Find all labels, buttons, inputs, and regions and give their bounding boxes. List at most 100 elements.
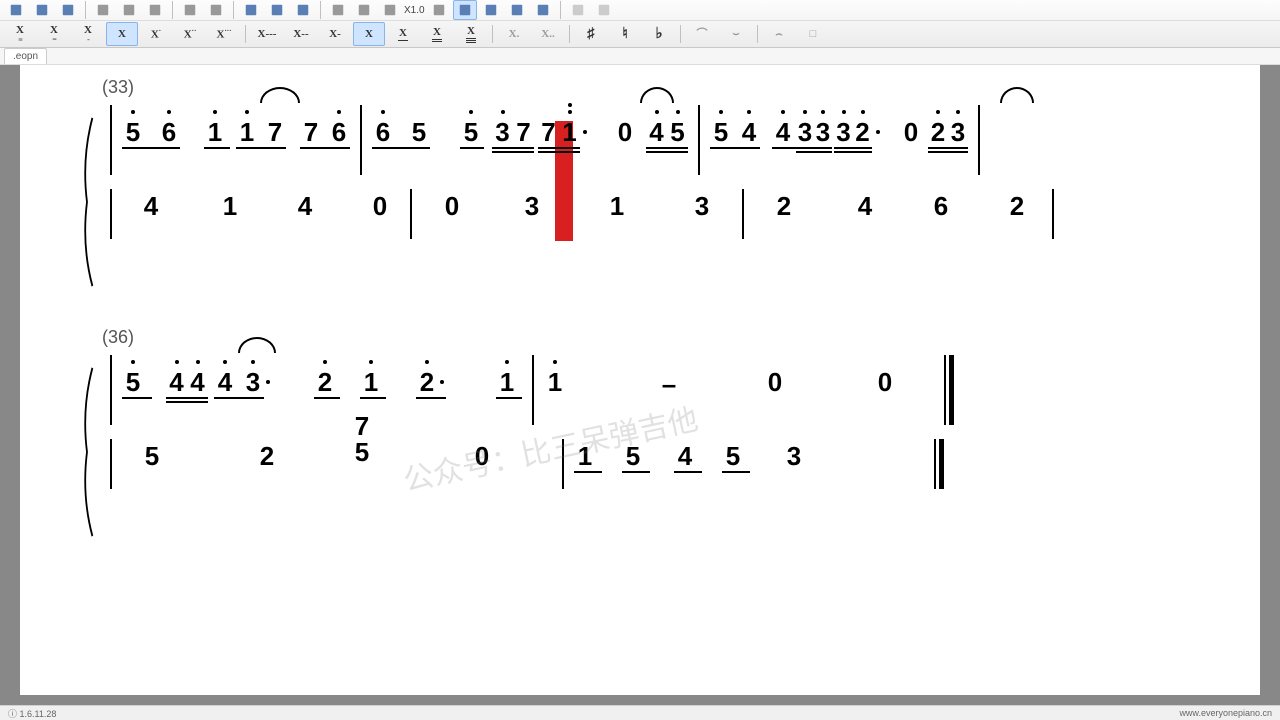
sixteenth-rest[interactable]: X: [387, 22, 419, 46]
note[interactable]: 0: [900, 105, 922, 145]
note[interactable]: 0: [422, 189, 482, 219]
repeat-sign[interactable]: □: [797, 22, 829, 46]
note[interactable]: 1: [544, 355, 566, 395]
sixtyfourth-note[interactable]: X···: [208, 22, 240, 46]
note[interactable]: 4: [166, 355, 187, 395]
quarter-note[interactable]: X-: [72, 22, 104, 46]
fermata[interactable]: ⌢: [763, 22, 795, 46]
note[interactable]: 3: [814, 105, 832, 145]
tie-tool[interactable]: ⌒: [686, 22, 718, 46]
record-icon[interactable]: [378, 0, 402, 20]
note[interactable]: 1: [210, 189, 250, 219]
dotted-1[interactable]: X.: [498, 22, 530, 46]
note[interactable]: 3: [796, 105, 814, 145]
note[interactable]: 2: [992, 189, 1042, 219]
undo-icon[interactable]: [178, 0, 202, 20]
note[interactable]: 1: [559, 105, 580, 145]
note[interactable]: 0: [614, 105, 636, 145]
note[interactable]: 3: [672, 189, 732, 219]
flat[interactable]: ♭: [643, 22, 675, 46]
thirtysecond-note[interactable]: X··: [174, 22, 206, 46]
note[interactable]: 6: [328, 105, 350, 145]
note[interactable]: 4: [738, 105, 760, 145]
sixteenth-note[interactable]: X·: [140, 22, 172, 46]
zoom-out-icon[interactable]: [265, 0, 289, 20]
open-icon[interactable]: [30, 0, 54, 20]
note[interactable]: 5: [710, 105, 732, 145]
fit-icon[interactable]: [291, 0, 315, 20]
redo-icon[interactable]: [204, 0, 228, 20]
paste-icon[interactable]: [143, 0, 167, 20]
note[interactable]: 6: [372, 105, 394, 145]
note[interactable]: 3: [834, 105, 853, 145]
half-rest[interactable]: X--: [285, 22, 317, 46]
note[interactable]: 0: [874, 355, 896, 395]
save-icon[interactable]: [56, 0, 80, 20]
note[interactable]: 5: [622, 439, 644, 469]
keyboard-icon[interactable]: [453, 0, 477, 20]
note[interactable]: 0: [360, 189, 400, 219]
zoom-in-icon[interactable]: [239, 0, 263, 20]
quarter-rest[interactable]: X-: [319, 22, 351, 46]
metronome-icon[interactable]: [531, 0, 555, 20]
copy-icon[interactable]: [91, 0, 115, 20]
score-page[interactable]: (33)561177665537710455443332023414003132…: [20, 65, 1260, 695]
stop-icon[interactable]: [352, 0, 376, 20]
eighth-rest[interactable]: X: [353, 22, 385, 46]
note[interactable]: 7: [538, 105, 559, 145]
new-icon[interactable]: [4, 0, 28, 20]
whole-rest[interactable]: X---: [251, 22, 283, 46]
eighth-note[interactable]: X: [106, 22, 138, 46]
slider-icon[interactable]: [427, 0, 451, 20]
note[interactable]: 2: [754, 189, 814, 219]
play-icon[interactable]: [326, 0, 350, 20]
sharp[interactable]: ♯: [575, 22, 607, 46]
note[interactable]: 1: [574, 439, 596, 469]
note[interactable]: 6: [158, 105, 180, 145]
note[interactable]: 2: [928, 105, 948, 145]
half-note[interactable]: X=: [38, 22, 70, 46]
note[interactable]: 3: [774, 439, 814, 469]
note[interactable]: 4: [840, 189, 890, 219]
note[interactable]: 5: [722, 439, 744, 469]
note[interactable]: 4: [646, 105, 667, 145]
note[interactable]: 5: [122, 355, 144, 395]
chord-note[interactable]: 75: [342, 413, 382, 465]
note[interactable]: 3: [948, 105, 968, 145]
note[interactable]: 5: [667, 105, 688, 145]
prev-icon[interactable]: [566, 0, 590, 20]
note[interactable]: 5: [122, 105, 144, 145]
file-tab[interactable]: .eopn: [4, 48, 47, 64]
note[interactable]: 3: [492, 105, 513, 145]
note[interactable]: 5: [122, 439, 182, 469]
note[interactable]: 6: [916, 189, 966, 219]
note[interactable]: 1: [204, 105, 226, 145]
dotted-2[interactable]: X..: [532, 22, 564, 46]
note[interactable]: 1: [236, 105, 258, 145]
note[interactable]: 4: [772, 105, 794, 145]
note[interactable]: 5: [460, 105, 482, 145]
whole-note[interactable]: X≡: [4, 22, 36, 46]
note[interactable]: 7: [513, 105, 534, 145]
note[interactable]: 7: [300, 105, 322, 145]
note[interactable]: 4: [187, 355, 208, 395]
note[interactable]: 0: [452, 439, 512, 469]
note[interactable]: 1: [496, 355, 518, 395]
note[interactable]: 3: [512, 189, 552, 219]
slur-tool[interactable]: ⌣: [720, 22, 752, 46]
note[interactable]: 1: [592, 189, 642, 219]
view2-icon[interactable]: [505, 0, 529, 20]
note[interactable]: 5: [408, 105, 430, 145]
note[interactable]: 0: [764, 355, 786, 395]
next-icon[interactable]: [592, 0, 616, 20]
note[interactable]: 3: [242, 355, 264, 395]
note[interactable]: 4: [280, 189, 330, 219]
note[interactable]: 2: [853, 105, 872, 145]
thirtysecond-rest[interactable]: X: [421, 22, 453, 46]
note[interactable]: 2: [242, 439, 292, 469]
note[interactable]: 2: [314, 355, 336, 395]
view1-icon[interactable]: [479, 0, 503, 20]
note[interactable]: 7: [264, 105, 286, 145]
cut-icon[interactable]: [117, 0, 141, 20]
note[interactable]: 4: [674, 439, 696, 469]
